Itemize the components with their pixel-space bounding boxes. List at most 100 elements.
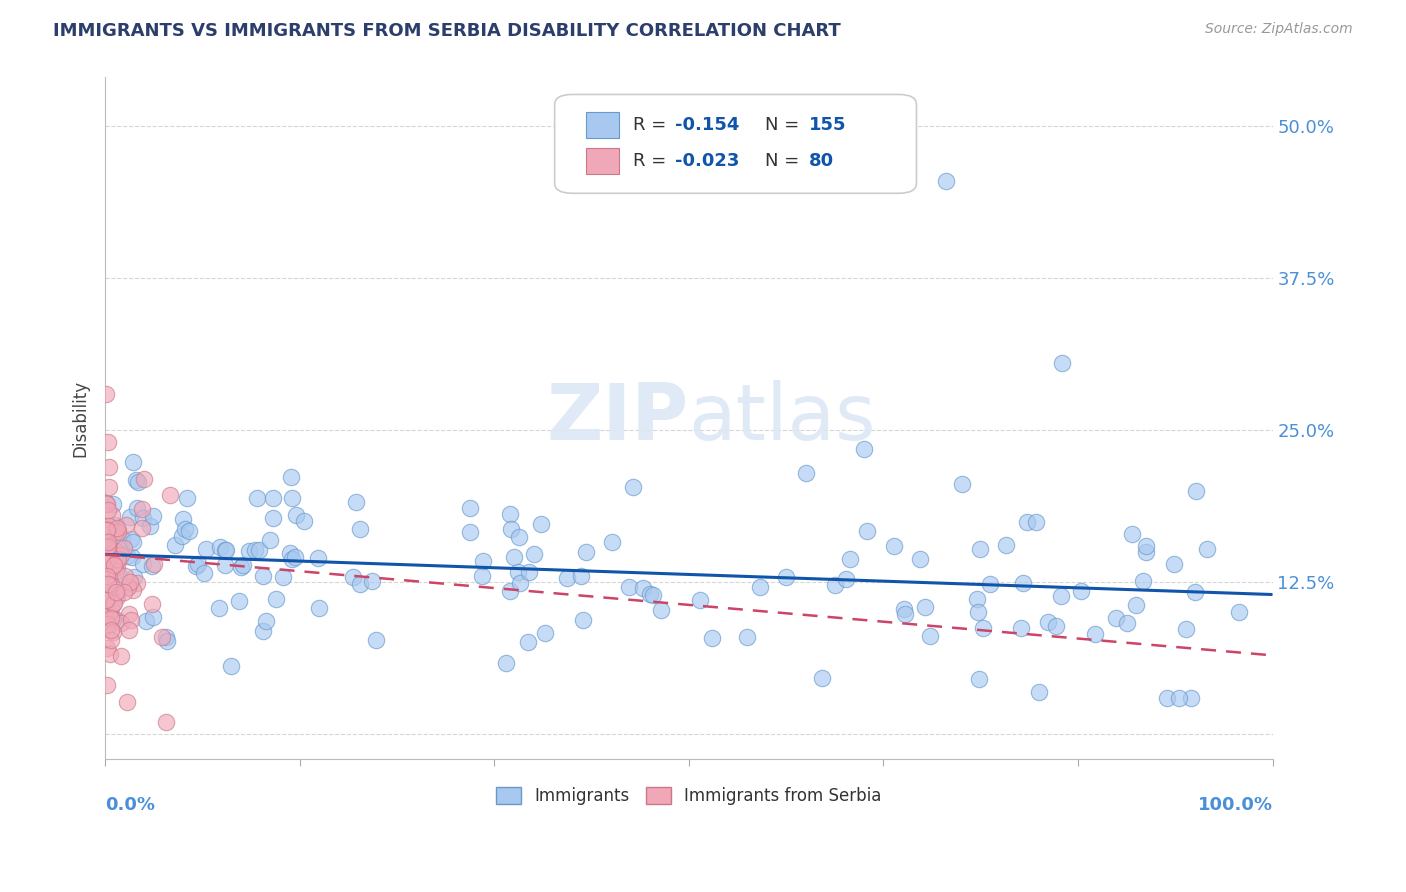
Point (100, 611, 122, 625)
Point (1135, 545, 1157, 559)
Point (1125, 598, 1147, 612)
Point (173, 522, 195, 536)
Point (122, 534, 145, 549)
Point (122, 570, 145, 584)
FancyBboxPatch shape (554, 95, 917, 194)
Point (110, 615, 132, 630)
Point (97, 459, 120, 474)
Point (284, 549, 307, 564)
Point (1156, 690, 1178, 705)
Point (252, 624, 274, 638)
Point (557, 571, 579, 585)
Point (107, 525, 129, 540)
Point (1174, 622, 1197, 636)
Point (98, 578, 121, 592)
Point (855, 524, 877, 538)
Point (1045, 619, 1067, 633)
Point (104, 584, 127, 599)
Point (112, 541, 135, 555)
Point (966, 591, 988, 606)
Point (522, 547, 544, 561)
Point (105, 587, 128, 601)
Point (1184, 483, 1206, 498)
Point (292, 514, 315, 528)
Point (193, 566, 215, 581)
Point (97, 608, 120, 623)
Point (97, 587, 120, 601)
Point (104, 530, 127, 544)
Point (165, 538, 187, 552)
Point (105, 553, 128, 567)
Point (131, 557, 153, 571)
Point (262, 511, 284, 525)
Point (883, 540, 905, 554)
Point (97, 522, 120, 536)
Point (120, 574, 142, 589)
Point (1012, 576, 1035, 591)
Point (972, 621, 994, 635)
Point (349, 522, 371, 536)
Point (835, 573, 858, 587)
Point (97, 616, 120, 631)
Point (1180, 690, 1202, 705)
Point (94, 523, 117, 537)
Point (219, 659, 242, 673)
Point (96, 569, 118, 583)
Point (97, 503, 120, 517)
Point (281, 552, 304, 566)
Point (127, 475, 149, 489)
Point (281, 491, 304, 505)
Point (1135, 539, 1157, 553)
Point (517, 635, 540, 649)
Point (471, 568, 494, 582)
Point (894, 607, 917, 622)
Point (215, 543, 238, 558)
Point (259, 533, 281, 548)
Point (366, 633, 388, 648)
Point (1168, 690, 1191, 705)
Point (1105, 610, 1128, 624)
Point (824, 578, 846, 592)
Point (98, 562, 121, 576)
Text: 0.0%: 0.0% (105, 797, 155, 814)
Text: Source: ZipAtlas.com: Source: ZipAtlas.com (1205, 22, 1353, 37)
FancyBboxPatch shape (586, 147, 619, 174)
Point (495, 656, 517, 670)
Point (177, 524, 200, 538)
Point (156, 634, 179, 648)
Point (194, 541, 217, 556)
Point (98, 547, 121, 561)
Point (155, 630, 177, 644)
Point (1184, 585, 1206, 599)
Point (104, 544, 127, 558)
Point (458, 500, 481, 515)
Point (1017, 515, 1039, 529)
Point (229, 560, 252, 574)
Point (105, 590, 128, 604)
Point (150, 630, 173, 644)
Text: -0.154: -0.154 (675, 116, 740, 134)
Point (131, 502, 153, 516)
Point (111, 532, 134, 546)
Point (232, 558, 254, 572)
Point (114, 569, 136, 583)
Point (117, 580, 139, 594)
Point (280, 469, 302, 483)
Point (689, 593, 711, 607)
Point (995, 538, 1018, 552)
Text: -0.023: -0.023 (675, 152, 740, 169)
Point (1227, 605, 1250, 619)
Point (103, 596, 125, 610)
Text: IMMIGRANTS VS IMMIGRANTS FROM SERBIA DISABILITY CORRELATION CHART: IMMIGRANTS VS IMMIGRANTS FROM SERBIA DIS… (53, 22, 841, 40)
Point (208, 540, 231, 554)
Point (96, 565, 118, 579)
Y-axis label: Disability: Disability (72, 380, 89, 457)
Point (254, 615, 277, 629)
Point (208, 601, 231, 615)
Point (97, 618, 120, 632)
Point (508, 530, 530, 544)
Point (530, 516, 553, 531)
Point (571, 613, 593, 627)
Point (94, 555, 117, 569)
Point (96, 678, 118, 692)
